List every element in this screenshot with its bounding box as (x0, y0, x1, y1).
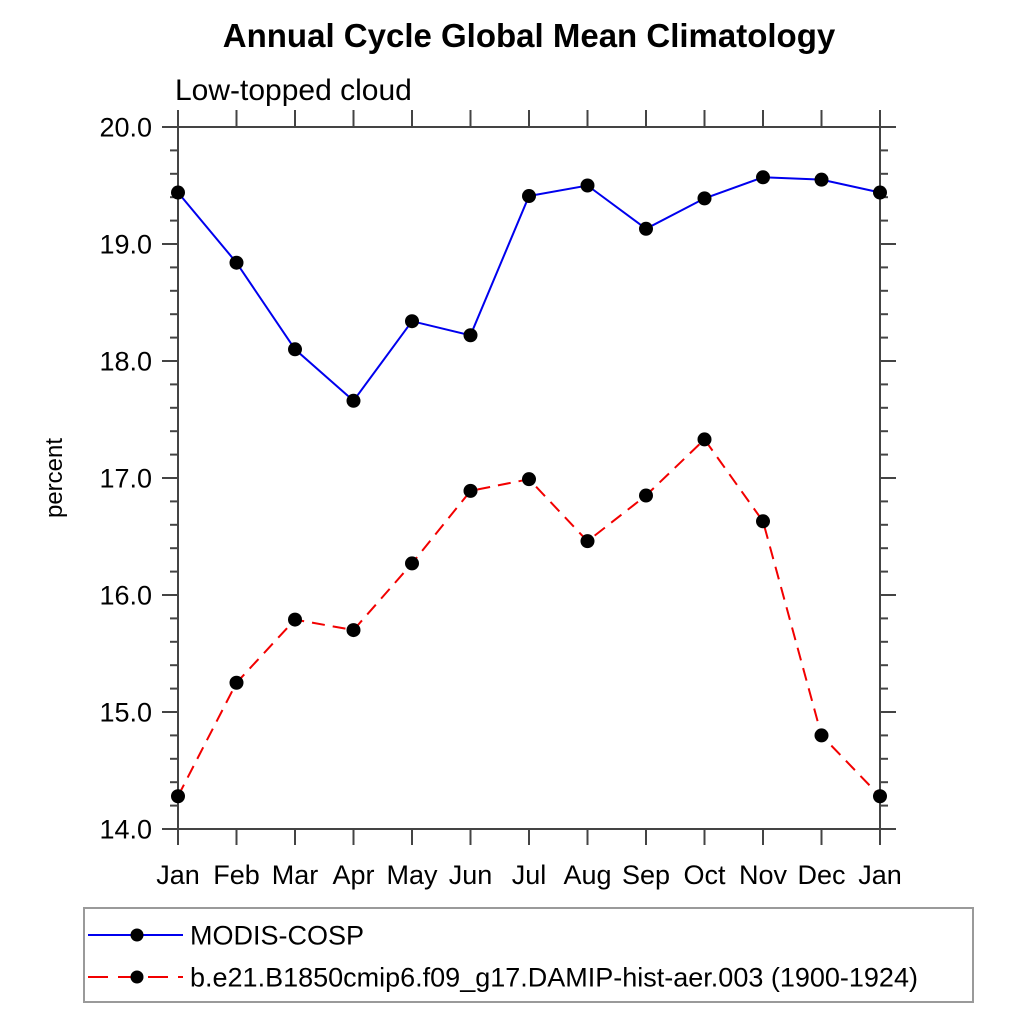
data-point (171, 185, 185, 200)
series-line-0 (177, 176, 881, 403)
legend-label: MODIS-COSP (190, 921, 364, 951)
x-axis-ticks-bottom (177, 829, 881, 845)
x-axis-ticks-top (177, 110, 881, 127)
data-point (346, 623, 361, 638)
data-point (580, 178, 595, 193)
y-tick-label: 16.0 (99, 581, 152, 611)
data-series (171, 170, 887, 804)
data-point (697, 191, 712, 206)
x-tick-label: Jun (449, 860, 493, 890)
data-point (873, 185, 887, 200)
data-point (814, 728, 829, 743)
x-tick-label: Sep (622, 860, 670, 890)
data-point (346, 393, 361, 408)
data-point (171, 789, 185, 804)
y-tick-label: 17.0 (99, 464, 152, 494)
legend-marker (130, 970, 144, 984)
y-axis-ticks-left (162, 126, 178, 830)
legend-marker (130, 928, 144, 942)
y-tick-label: 15.0 (99, 698, 152, 728)
legend-label: b.e21.B1850cmip6.f09_g17.DAMIP-hist-aer.… (190, 963, 918, 993)
y-tick-label: 18.0 (99, 347, 152, 377)
chart-title: Annual Cycle Global Mean Climatology (223, 17, 836, 54)
data-point (522, 472, 536, 487)
x-tick-label: Jan (858, 860, 902, 890)
x-tick-label: Jul (512, 860, 547, 890)
chart-subtitle: Low-topped cloud (175, 74, 412, 107)
data-point (814, 172, 829, 187)
x-tick-label: Nov (739, 860, 788, 890)
legend-box (83, 907, 974, 1003)
y-axis-ticks-right (880, 126, 896, 830)
data-point (229, 675, 244, 690)
data-point (229, 255, 244, 270)
x-tick-label: Dec (797, 860, 845, 890)
data-point (405, 314, 419, 329)
data-point (522, 189, 536, 204)
x-tick-label: Aug (563, 860, 611, 890)
data-point (580, 534, 595, 549)
data-point (463, 328, 478, 343)
x-tick-label: Feb (213, 860, 260, 890)
data-point (463, 483, 478, 498)
x-tick-label: Apr (332, 860, 374, 890)
x-tick-label: May (386, 860, 438, 890)
data-point (288, 612, 302, 627)
x-tick-label: Jan (156, 860, 200, 890)
y-axis-title: percent (41, 438, 68, 518)
data-point (405, 556, 419, 571)
y-tick-label: 19.0 (99, 230, 152, 260)
data-point (756, 170, 770, 185)
data-point (697, 432, 712, 447)
data-point (639, 488, 653, 503)
data-point (873, 789, 887, 804)
y-axis-tick-labels: 14.0 15.0 16.0 17.0 18.0 19.0 20.0 (99, 113, 152, 845)
x-axis-tick-labels: Jan Feb Mar Apr May Jun Jul Aug Sep Oct Nov Dec Jan (156, 860, 902, 890)
x-tick-label: Mar (272, 860, 319, 890)
legend: MODIS-COSP b.e21.B1850cmip6.f09_g17.DAMIP… (83, 907, 974, 1003)
series-line-1 (177, 437, 881, 797)
data-point (639, 221, 653, 236)
x-tick-label: Oct (683, 860, 726, 890)
data-point (756, 514, 770, 529)
data-point (288, 342, 302, 357)
y-tick-label: 14.0 (99, 815, 152, 845)
y-tick-label: 20.0 (99, 113, 152, 143)
